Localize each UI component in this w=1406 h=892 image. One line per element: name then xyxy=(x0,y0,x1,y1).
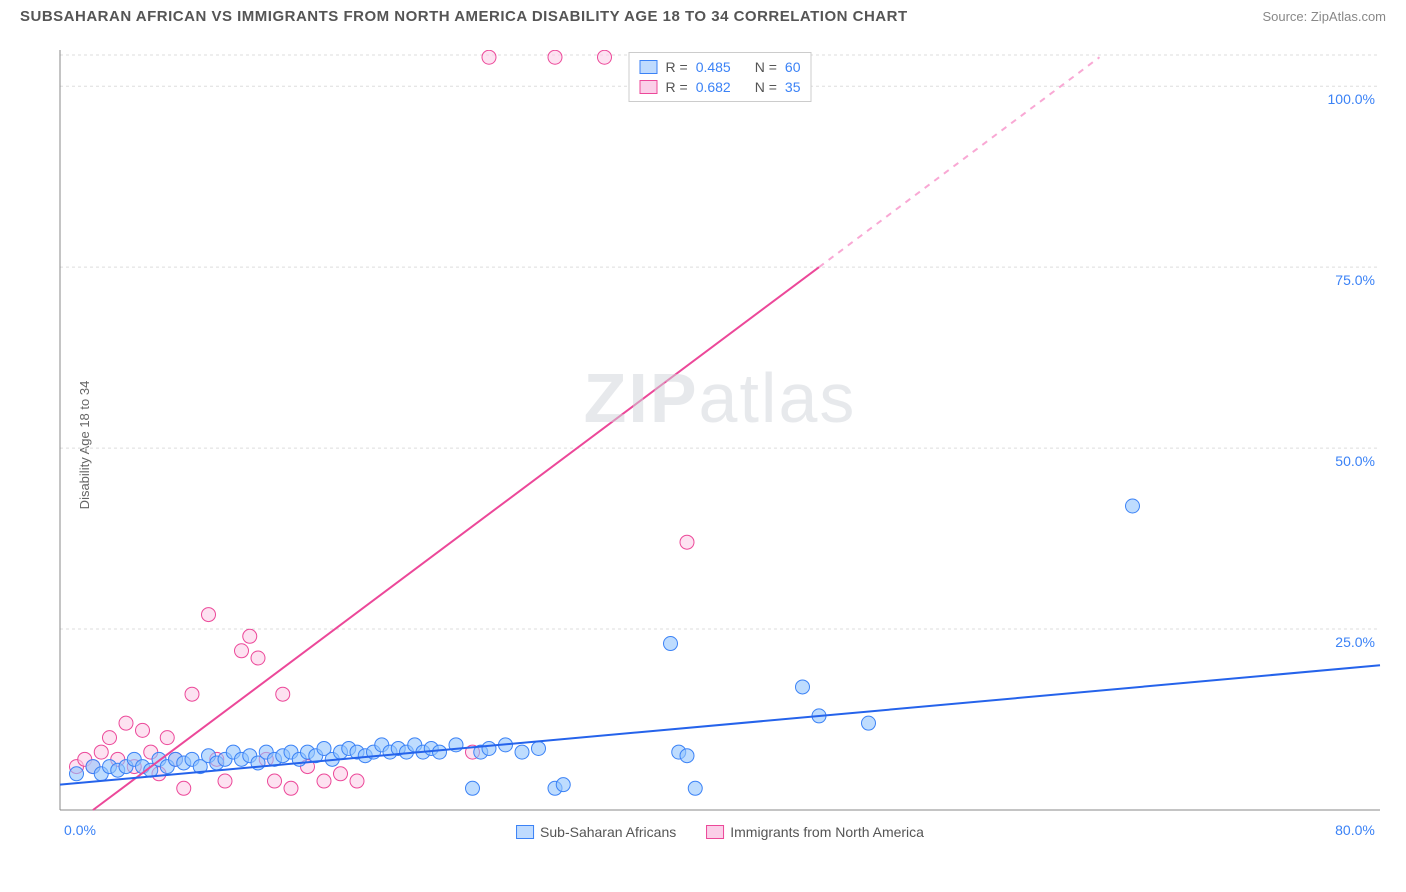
data-point xyxy=(548,50,562,64)
source-attribution: Source: ZipAtlas.com xyxy=(1262,9,1386,24)
data-point xyxy=(598,50,612,64)
data-point xyxy=(136,723,150,737)
data-point xyxy=(103,731,117,745)
legend-swatch-blue xyxy=(640,60,658,74)
data-point xyxy=(218,774,232,788)
data-point xyxy=(235,644,249,658)
legend-item-blue: Sub-Saharan Africans xyxy=(516,824,676,840)
svg-text:100.0%: 100.0% xyxy=(1328,91,1375,107)
scatter-plot: 25.0% 50.0% 75.0% 100.0% 0.0% 80.0% xyxy=(50,50,1390,840)
svg-text:0.0%: 0.0% xyxy=(64,822,96,838)
data-point xyxy=(177,781,191,795)
data-point xyxy=(284,781,298,795)
data-point xyxy=(433,745,447,759)
legend-item-pink: Immigrants from North America xyxy=(706,824,924,840)
legend-swatch-pink-icon xyxy=(706,825,724,839)
data-point xyxy=(664,637,678,651)
data-point xyxy=(482,50,496,64)
legend-swatch-pink xyxy=(640,80,658,94)
svg-text:80.0%: 80.0% xyxy=(1335,822,1375,838)
svg-text:50.0%: 50.0% xyxy=(1335,453,1375,469)
data-point xyxy=(680,749,694,763)
data-point xyxy=(862,716,876,730)
data-point xyxy=(251,651,265,665)
correlation-legend: R = 0.485 N = 60 R = 0.682 N = 35 xyxy=(629,52,812,102)
data-point xyxy=(466,781,480,795)
svg-text:25.0%: 25.0% xyxy=(1335,634,1375,650)
data-point xyxy=(334,767,348,781)
data-point xyxy=(94,745,108,759)
data-point xyxy=(276,687,290,701)
data-point xyxy=(119,716,133,730)
data-point xyxy=(268,774,282,788)
data-point xyxy=(556,778,570,792)
data-point xyxy=(482,741,496,755)
svg-text:75.0%: 75.0% xyxy=(1335,272,1375,288)
chart-container: Disability Age 18 to 34 25.0%50.0%75.0%1… xyxy=(50,50,1390,840)
trend-line xyxy=(60,665,1380,784)
trend-line xyxy=(93,267,819,810)
data-point xyxy=(1126,499,1140,513)
data-point xyxy=(70,767,84,781)
legend-swatch-blue-icon xyxy=(516,825,534,839)
series-legend: Sub-Saharan Africans Immigrants from Nor… xyxy=(516,824,924,840)
data-point xyxy=(532,741,546,755)
data-point xyxy=(202,608,216,622)
data-point xyxy=(680,535,694,549)
data-point xyxy=(688,781,702,795)
data-point xyxy=(796,680,810,694)
chart-title: SUBSAHARAN AFRICAN VS IMMIGRANTS FROM NO… xyxy=(20,8,908,25)
trend-line xyxy=(819,57,1100,267)
data-point xyxy=(160,731,174,745)
data-point xyxy=(317,774,331,788)
data-point xyxy=(243,629,257,643)
data-point xyxy=(515,745,529,759)
legend-row-blue: R = 0.485 N = 60 xyxy=(640,57,801,77)
data-point xyxy=(350,774,364,788)
legend-row-pink: R = 0.682 N = 35 xyxy=(640,77,801,97)
data-point xyxy=(185,687,199,701)
